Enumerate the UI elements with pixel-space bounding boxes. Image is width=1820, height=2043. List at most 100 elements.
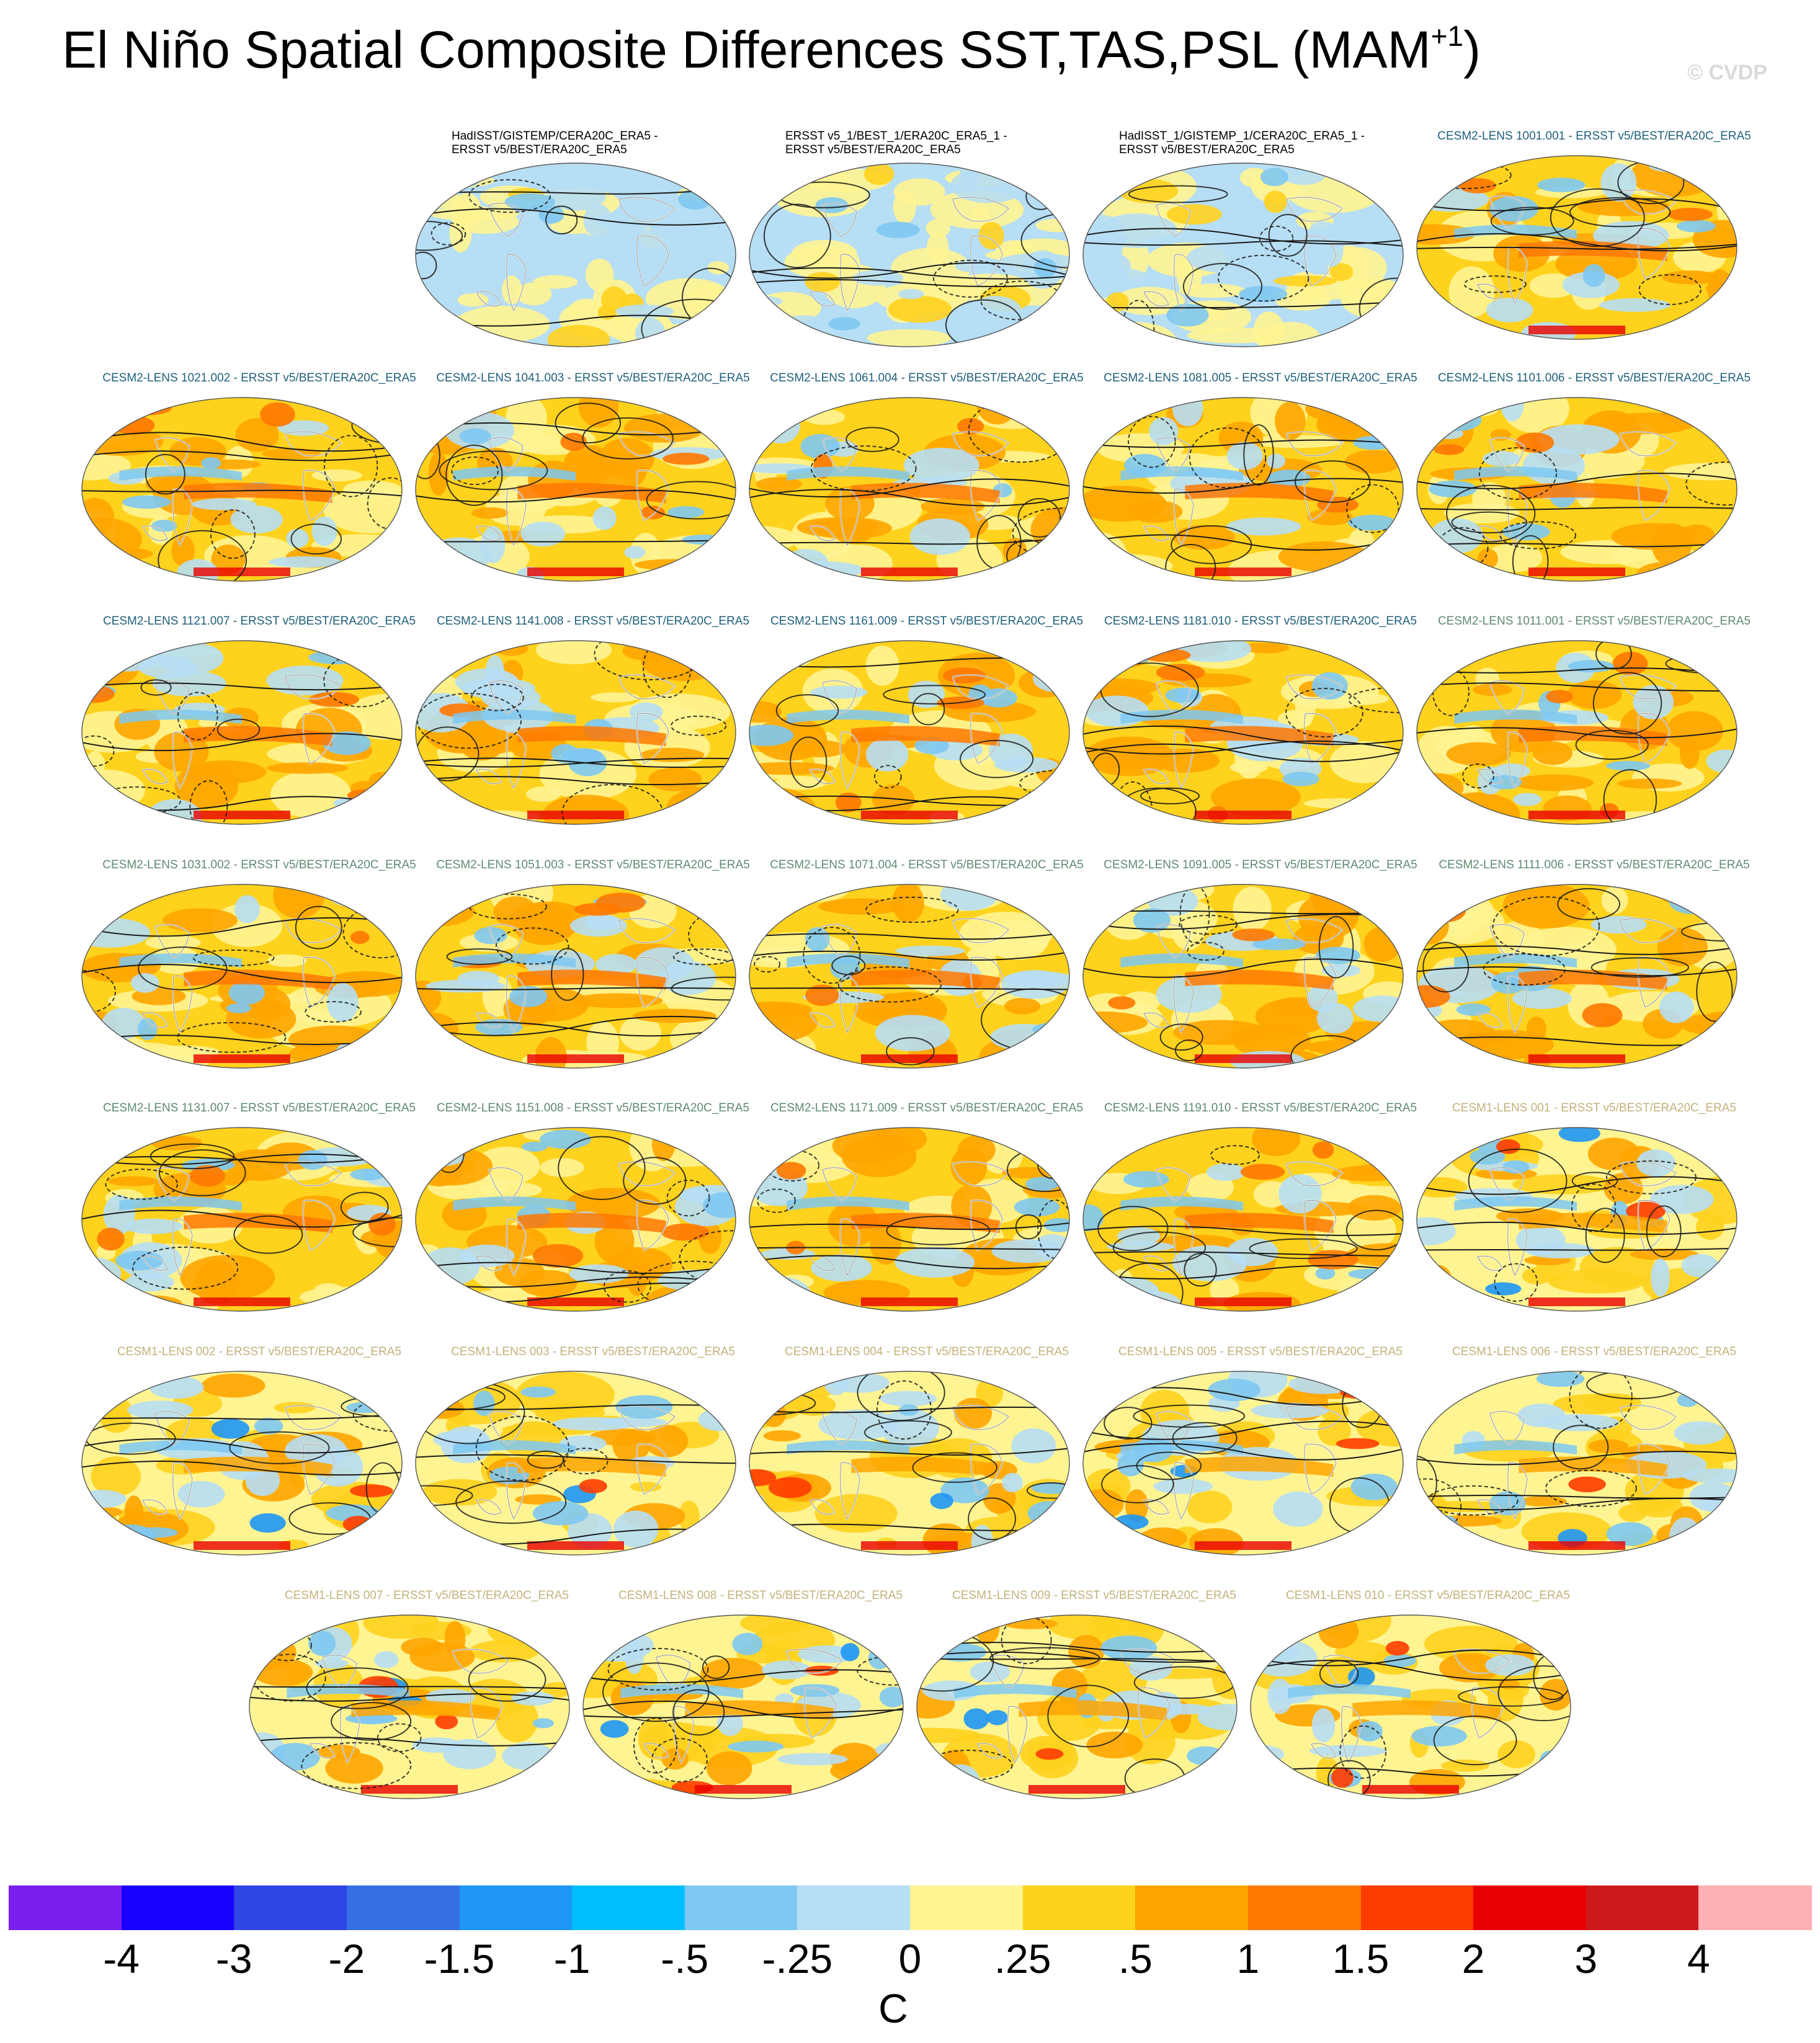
robinson-map (749, 1127, 1070, 1312)
map-panel: CESM2-LENS 1181.010 - ERSST v5/BEST/ERA2… (1082, 612, 1417, 873)
map-panel: CESM2-LENS 1131.007 - ERSST v5/BEST/ERA2… (81, 1099, 416, 1360)
panel-title: CESM2-LENS 1041.003 - ERSST v5/BEST/ERA2… (436, 372, 750, 385)
panel-title: CESM2-LENS 1111.006 - ERSST v5/BEST/ERA2… (1439, 858, 1750, 871)
panel-title: CESM2-LENS 1101.006 - ERSST v5/BEST/ERA2… (1437, 372, 1751, 385)
panel-title: CESM1-LENS 004 - ERSST v5/BEST/ERA20C_ER… (785, 1345, 1069, 1358)
map-panel: CESM1-LENS 004 - ERSST v5/BEST/ERA20C_ER… (748, 1343, 1071, 1603)
panel-title: CESM1-LENS 005 - ERSST v5/BEST/ERA20C_ER… (1118, 1345, 1403, 1358)
robinson-map (415, 397, 736, 582)
panel-title: CESM1-LENS 010 - ERSST v5/BEST/ERA20C_ER… (1286, 1589, 1570, 1602)
map-panel: CESM2-LENS 1121.007 - ERSST v5/BEST/ERA2… (81, 612, 416, 873)
robinson-map (81, 397, 403, 582)
panel-title: CESM2-LENS 1121.007 - ERSST v5/BEST/ERA2… (102, 615, 416, 628)
colorbar-swatch (346, 1885, 460, 1930)
panel-title: CESM2-LENS 1131.007 - ERSST v5/BEST/ERA2… (102, 1102, 416, 1115)
robinson-map (1416, 1127, 1737, 1312)
robinson-map (749, 640, 1070, 825)
map-panel: CESM2-LENS 1041.003 - ERSST v5/BEST/ERA2… (414, 369, 750, 630)
robinson-map (916, 1614, 1238, 1799)
colorbar-swatch (1698, 1885, 1812, 1930)
robinson-map (415, 1371, 736, 1556)
colorbar-tick-label: 0 (898, 1936, 922, 1982)
colorbar-swatch (1473, 1885, 1587, 1930)
colorbar-tick-label: .25 (994, 1936, 1051, 1982)
panel-title: CESM1-LENS 003 - ERSST v5/BEST/ERA20C_ER… (451, 1345, 735, 1358)
map-panel: ERSST v5_1/BEST_1/ERA20C_ERA5_1 - ERSST … (748, 127, 1071, 388)
colorbar-tick-label: -3 (215, 1936, 252, 1982)
colorbar-tick-label: -.5 (661, 1936, 709, 1982)
map-panel: HadISST_1/GISTEMP_1/CERA20C_ERA5_1 - ERS… (1082, 127, 1404, 388)
map-panel: CESM2-LENS 1111.006 - ERSST v5/BEST/ERA2… (1416, 856, 1750, 1116)
panel-title: CESM2-LENS 1091.005 - ERSST v5/BEST/ERA2… (1104, 858, 1417, 871)
title-main: El Niño Spatial Composite Differences SS… (62, 20, 1431, 79)
map-panel: CESM2-LENS 1081.005 - ERSST v5/BEST/ERA2… (1082, 369, 1417, 630)
panel-title: CESM2-LENS 1051.003 - ERSST v5/BEST/ERA2… (436, 858, 750, 871)
colorbar-swatch (1586, 1885, 1699, 1930)
robinson-map (749, 1371, 1070, 1556)
map-panel: CESM1-LENS 010 - ERSST v5/BEST/ERA20C_ER… (1249, 1587, 1572, 1847)
robinson-map (81, 1127, 403, 1312)
colorbar-tick-labels: -4 -3 -2 -1.5 -1 -.5 -.25 0 .25 .5 1 1.5 2 3 4 (0, 1935, 1820, 1991)
map-panel: CESM2-LENS 1071.004 - ERSST v5/BEST/ERA2… (748, 856, 1084, 1116)
robinson-map (415, 162, 736, 347)
panel-title: CESM1-LENS 007 - ERSST v5/BEST/ERA20C_ER… (285, 1589, 569, 1602)
map-panel: CESM2-LENS 1191.010 - ERSST v5/BEST/ERA2… (1082, 1099, 1417, 1360)
robinson-map (1082, 1127, 1404, 1312)
robinson-map (1082, 640, 1404, 825)
colorbar-tick-label: -2 (328, 1936, 365, 1982)
colorbar-tick-label: .5 (1118, 1936, 1153, 1982)
colorbar-swatch (1360, 1885, 1474, 1930)
robinson-map (81, 640, 403, 825)
robinson-map (749, 884, 1070, 1069)
panel-title: CESM2-LENS 1011.001 - ERSST v5/BEST/ERA2… (1437, 615, 1751, 628)
colorbar (9, 1885, 1812, 1930)
panel-title: CESM1-LENS 006 - ERSST v5/BEST/ERA20C_ER… (1452, 1345, 1736, 1358)
map-panel: CESM1-LENS 008 - ERSST v5/BEST/ERA20C_ER… (582, 1587, 904, 1847)
colorbar-swatch (910, 1885, 1024, 1930)
panel-title: CESM1-LENS 001 - ERSST v5/BEST/ERA20C_ER… (1452, 1102, 1736, 1115)
colorbar-tick-label: -.25 (762, 1936, 833, 1982)
colorbar-swatch (1022, 1885, 1136, 1930)
robinson-map (1082, 162, 1404, 347)
robinson-map (749, 162, 1070, 347)
map-panel: CESM2-LENS 1011.001 - ERSST v5/BEST/ERA2… (1416, 612, 1751, 873)
colorbar-tick-label: 3 (1574, 1936, 1598, 1982)
colorbar-units: C (878, 1985, 908, 2031)
colorbar-tick-label: -1.5 (424, 1936, 495, 1982)
robinson-map (582, 1614, 904, 1799)
panel-title: CESM1-LENS 009 - ERSST v5/BEST/ERA20C_ER… (952, 1589, 1236, 1602)
map-panel: CESM1-LENS 006 - ERSST v5/BEST/ERA20C_ER… (1416, 1343, 1738, 1603)
robinson-map (1250, 1614, 1571, 1799)
robinson-map (1082, 884, 1404, 1069)
colorbar-swatch (797, 1885, 911, 1930)
colorbar-tick-label: -1 (553, 1936, 591, 1982)
map-panel: CESM2-LENS 1161.009 - ERSST v5/BEST/ERA2… (748, 612, 1083, 873)
map-panel: CESM1-LENS 005 - ERSST v5/BEST/ERA20C_ER… (1082, 1343, 1404, 1603)
robinson-map (415, 640, 736, 825)
colorbar-tick-label: 1 (1236, 1936, 1260, 1982)
map-panel: CESM1-LENS 001 - ERSST v5/BEST/ERA20C_ER… (1416, 1099, 1738, 1360)
map-panel: CESM2-LENS 1061.004 - ERSST v5/BEST/ERA2… (748, 369, 1084, 630)
panel-title: CESM2-LENS 1141.008 - ERSST v5/BEST/ERA2… (436, 615, 750, 628)
colorbar-swatch (234, 1885, 347, 1930)
map-panel: CESM2-LENS 1021.002 - ERSST v5/BEST/ERA2… (81, 369, 416, 630)
panel-title: CESM2-LENS 1181.010 - ERSST v5/BEST/ERA2… (1104, 615, 1417, 628)
robinson-map (1416, 1371, 1737, 1556)
map-panel: CESM2-LENS 1151.008 - ERSST v5/BEST/ERA2… (414, 1099, 749, 1360)
map-panel: CESM2-LENS 1051.003 - ERSST v5/BEST/ERA2… (414, 856, 750, 1116)
panel-title: CESM2-LENS 1061.004 - ERSST v5/BEST/ERA2… (770, 372, 1084, 385)
title-close: ) (1463, 20, 1481, 79)
robinson-map (1416, 397, 1737, 582)
panel-title: HadISST/GISTEMP/CERA20C_ERA5 - ERSST v5/… (452, 130, 658, 156)
map-panel: CESM2-LENS 1101.006 - ERSST v5/BEST/ERA2… (1416, 369, 1751, 630)
colorbar-tick-label: 2 (1461, 1936, 1485, 1982)
map-panel: CESM1-LENS 003 - ERSST v5/BEST/ERA20C_ER… (414, 1343, 737, 1603)
map-panel: CESM2-LENS 1031.002 - ERSST v5/BEST/ERA2… (81, 856, 416, 1116)
panel-title: CESM2-LENS 1161.009 - ERSST v5/BEST/ERA2… (770, 615, 1084, 628)
map-panel: HadISST/GISTEMP/CERA20C_ERA5 - ERSST v5/… (414, 127, 737, 388)
robinson-map (249, 1614, 570, 1799)
robinson-map (1416, 884, 1737, 1069)
colorbar-swatch (572, 1885, 685, 1930)
map-panel: CESM2-LENS 1091.005 - ERSST v5/BEST/ERA2… (1082, 856, 1417, 1116)
